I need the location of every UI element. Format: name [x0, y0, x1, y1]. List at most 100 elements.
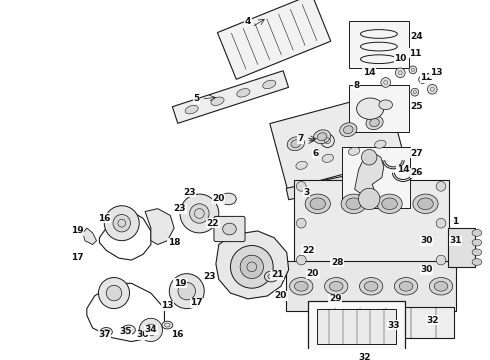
Ellipse shape [211, 97, 224, 105]
Text: 24: 24 [411, 32, 423, 41]
Ellipse shape [100, 328, 112, 336]
FancyBboxPatch shape [342, 148, 410, 208]
Circle shape [296, 255, 306, 265]
Polygon shape [355, 153, 384, 206]
Text: 32: 32 [358, 352, 370, 360]
Text: 8: 8 [353, 81, 360, 90]
Circle shape [180, 194, 219, 233]
Ellipse shape [322, 154, 334, 162]
Polygon shape [448, 228, 475, 267]
Text: 30: 30 [420, 265, 433, 274]
Text: 13: 13 [430, 68, 442, 77]
Ellipse shape [346, 198, 362, 210]
Circle shape [320, 134, 334, 148]
Ellipse shape [340, 123, 357, 137]
Ellipse shape [263, 80, 276, 89]
Text: 19: 19 [173, 279, 186, 288]
Ellipse shape [434, 282, 448, 291]
Text: 29: 29 [329, 294, 342, 303]
Polygon shape [317, 309, 396, 343]
Circle shape [145, 324, 157, 336]
Ellipse shape [366, 116, 383, 130]
Text: 18: 18 [168, 238, 180, 247]
Ellipse shape [265, 271, 278, 282]
Ellipse shape [220, 193, 236, 205]
Text: 35: 35 [120, 327, 132, 336]
Ellipse shape [357, 98, 384, 120]
Ellipse shape [296, 161, 307, 169]
Text: 11: 11 [409, 49, 421, 58]
Circle shape [104, 206, 139, 240]
Ellipse shape [379, 100, 392, 110]
Ellipse shape [377, 194, 402, 213]
Text: 36: 36 [137, 330, 149, 339]
Polygon shape [318, 307, 454, 338]
Polygon shape [270, 92, 405, 189]
Circle shape [436, 181, 446, 191]
Ellipse shape [317, 133, 327, 141]
Text: 1: 1 [452, 217, 459, 226]
Text: 25: 25 [411, 102, 423, 111]
Circle shape [427, 85, 437, 94]
Text: 17: 17 [190, 298, 203, 307]
Text: 5: 5 [194, 94, 199, 103]
Circle shape [190, 204, 209, 223]
Text: 30: 30 [420, 236, 433, 245]
Ellipse shape [394, 278, 418, 295]
Text: 27: 27 [411, 149, 423, 158]
Ellipse shape [185, 105, 198, 114]
Ellipse shape [413, 194, 438, 213]
Ellipse shape [370, 119, 379, 127]
Text: 34: 34 [145, 325, 157, 334]
Ellipse shape [472, 239, 482, 246]
Text: 23: 23 [203, 272, 215, 281]
Text: 31: 31 [449, 236, 462, 245]
Ellipse shape [472, 249, 482, 256]
Ellipse shape [222, 223, 236, 235]
Text: 37: 37 [98, 330, 111, 339]
Circle shape [240, 255, 264, 279]
Circle shape [98, 278, 129, 309]
Circle shape [436, 218, 446, 228]
Polygon shape [216, 231, 289, 299]
Text: 14: 14 [363, 68, 375, 77]
Polygon shape [218, 0, 331, 79]
Polygon shape [286, 165, 398, 200]
Circle shape [362, 149, 377, 165]
Circle shape [418, 76, 426, 84]
Ellipse shape [310, 198, 325, 210]
FancyBboxPatch shape [349, 85, 409, 132]
Ellipse shape [162, 321, 173, 329]
Polygon shape [294, 180, 449, 267]
Text: 20: 20 [275, 292, 287, 301]
Circle shape [178, 282, 196, 300]
Text: 10: 10 [394, 54, 406, 63]
Ellipse shape [305, 194, 330, 213]
FancyBboxPatch shape [308, 301, 405, 351]
Ellipse shape [341, 194, 367, 213]
Text: 32: 32 [426, 316, 439, 325]
Ellipse shape [365, 282, 378, 291]
Ellipse shape [418, 198, 433, 210]
Circle shape [230, 246, 273, 288]
Text: 13: 13 [161, 301, 173, 310]
FancyBboxPatch shape [214, 216, 245, 242]
Text: 33: 33 [387, 321, 400, 330]
Circle shape [359, 188, 380, 210]
Polygon shape [83, 228, 97, 244]
Circle shape [170, 274, 204, 309]
Text: 22: 22 [302, 246, 314, 255]
Ellipse shape [429, 278, 453, 295]
Polygon shape [172, 71, 289, 123]
Ellipse shape [382, 198, 397, 210]
Text: 12: 12 [420, 73, 433, 82]
Text: 19: 19 [71, 226, 83, 235]
Text: 21: 21 [271, 270, 283, 279]
Circle shape [436, 255, 446, 265]
Circle shape [296, 181, 306, 191]
Circle shape [113, 215, 130, 232]
Text: 26: 26 [411, 168, 423, 177]
Ellipse shape [324, 278, 348, 295]
Text: 28: 28 [331, 257, 343, 266]
Text: 16: 16 [98, 214, 111, 223]
